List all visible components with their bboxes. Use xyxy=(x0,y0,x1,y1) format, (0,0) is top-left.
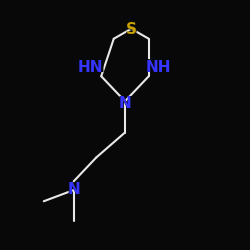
Text: N: N xyxy=(118,95,132,113)
Text: S: S xyxy=(126,22,137,38)
Text: NH: NH xyxy=(146,60,172,75)
Text: N: N xyxy=(119,96,132,111)
Text: S: S xyxy=(125,21,138,39)
Text: NH: NH xyxy=(144,58,174,76)
Text: HN: HN xyxy=(77,60,103,75)
Text: HN: HN xyxy=(75,58,105,76)
Text: N: N xyxy=(66,181,81,199)
Text: N: N xyxy=(68,182,80,198)
